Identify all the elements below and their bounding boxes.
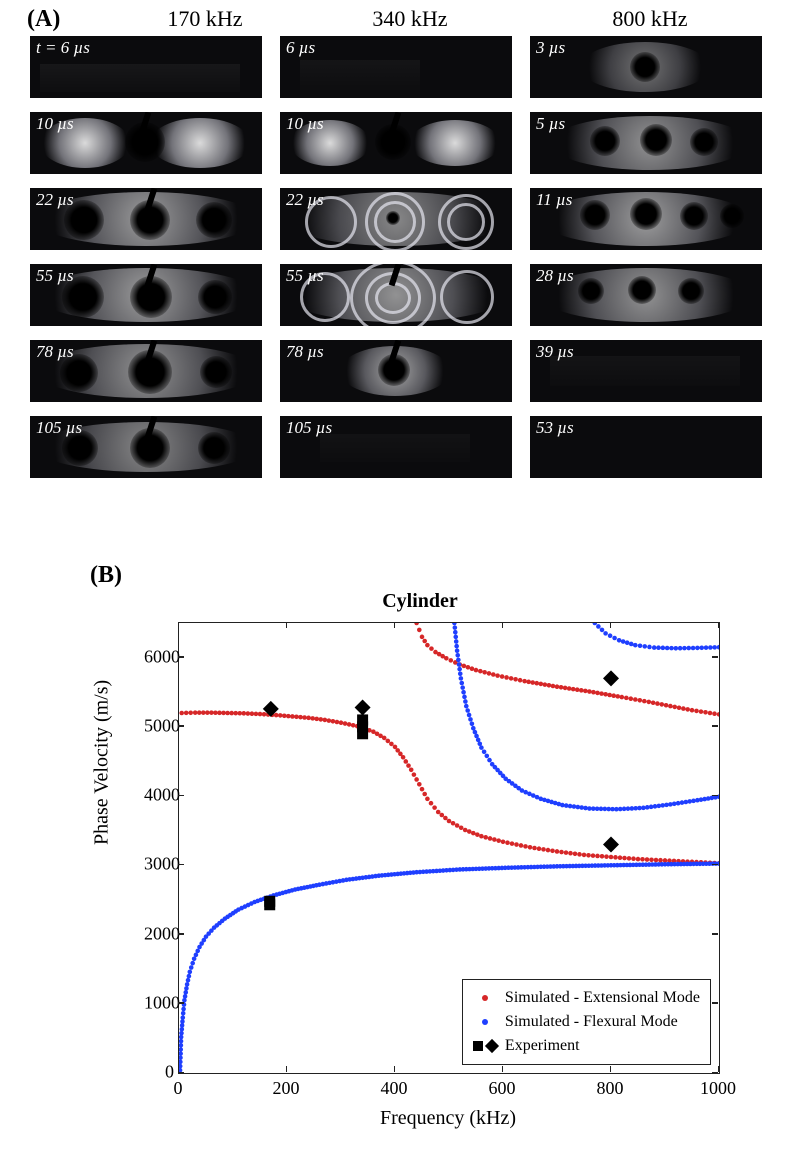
- img-label: 10 µs: [36, 114, 74, 134]
- col-header-1: 340 kHz: [300, 6, 520, 32]
- col-header-2: 800 kHz: [540, 6, 760, 32]
- x-tick-label: 1000: [700, 1078, 736, 1099]
- y-tick-label: 0: [144, 1062, 174, 1083]
- col-header-0: 170 kHz: [95, 6, 315, 32]
- grid-img-c0-r3: 55 µs: [30, 264, 262, 326]
- dispersion-chart: Cylinder Phase Velocity (m/s) Frequency …: [90, 590, 750, 1130]
- img-label: 55 µs: [286, 266, 324, 286]
- grid-img-c1-r3: 55 µs: [280, 264, 512, 326]
- grid-img-c2-r5: 53 µs: [530, 416, 762, 478]
- img-label: 22 µs: [36, 190, 74, 210]
- x-tick-label: 800: [597, 1078, 624, 1099]
- legend-label: Simulated - Flexural Mode: [505, 1010, 678, 1034]
- grid-img-c1-r4: 78 µs: [280, 340, 512, 402]
- marker-icon: [473, 1034, 497, 1058]
- grid-img-c0-r1: 10 µs: [30, 112, 262, 174]
- img-label: 105 µs: [286, 418, 332, 438]
- grid-img-c1-r5: 105 µs: [280, 416, 512, 478]
- img-label: 11 µs: [536, 190, 572, 210]
- img-label: 28 µs: [536, 266, 574, 286]
- plot-area: Simulated - Extensional Mode Simulated -…: [178, 622, 720, 1074]
- img-label: 105 µs: [36, 418, 82, 438]
- img-label: 53 µs: [536, 418, 574, 438]
- grid-img-c1-r0: 6 µs: [280, 36, 512, 98]
- y-tick-label: 6000: [144, 646, 174, 667]
- dot-icon: [473, 995, 497, 1001]
- panel-a-label: (A): [27, 6, 60, 33]
- legend-item-flexural: Simulated - Flexural Mode: [473, 1010, 700, 1034]
- dot-icon: [473, 1019, 497, 1025]
- x-tick-label: 0: [174, 1078, 183, 1099]
- x-tick-label: 200: [273, 1078, 300, 1099]
- y-tick-label: 3000: [144, 854, 174, 875]
- img-label: 22 µs: [286, 190, 324, 210]
- grid-img-c1-r1: 10 µs: [280, 112, 512, 174]
- img-label: 5 µs: [536, 114, 565, 134]
- grid-img-c0-r5: 105 µs: [30, 416, 262, 478]
- legend-item-experiment: Experiment: [473, 1034, 700, 1058]
- legend-item-extensional: Simulated - Extensional Mode: [473, 986, 700, 1010]
- x-tick-label: 600: [489, 1078, 516, 1099]
- img-label: 78 µs: [286, 342, 324, 362]
- y-tick-label: 5000: [144, 715, 174, 736]
- grid-img-c0-r2: 22 µs: [30, 188, 262, 250]
- img-label: 55 µs: [36, 266, 74, 286]
- grid-img-c0-r0: t = 6 µs: [30, 36, 262, 98]
- figure-page: (A) 170 kHz 340 kHz 800 kHz t = 6 µs 10 …: [0, 0, 793, 1160]
- chart-title: Cylinder: [90, 590, 750, 613]
- panel-b-label: (B): [90, 562, 122, 589]
- grid-img-c2-r0: 3 µs: [530, 36, 762, 98]
- legend-label: Simulated - Extensional Mode: [505, 986, 700, 1010]
- grid-img-c1-r2: 22 µs: [280, 188, 512, 250]
- grid-img-c2-r1: 5 µs: [530, 112, 762, 174]
- legend-label: Experiment: [505, 1034, 580, 1058]
- grid-img-c2-r2: 11 µs: [530, 188, 762, 250]
- chart-legend: Simulated - Extensional Mode Simulated -…: [462, 979, 711, 1065]
- img-label: 6 µs: [286, 38, 315, 58]
- img-label: 78 µs: [36, 342, 74, 362]
- y-tick-label: 1000: [144, 992, 174, 1013]
- y-tick-label: 2000: [144, 923, 174, 944]
- img-label: 3 µs: [536, 38, 565, 58]
- grid-img-c2-r4: 39 µs: [530, 340, 762, 402]
- img-label: 39 µs: [536, 342, 574, 362]
- img-label: 10 µs: [286, 114, 324, 134]
- y-axis-label: Phase Velocity (m/s): [91, 680, 114, 845]
- img-label: t = 6 µs: [36, 38, 90, 58]
- grid-img-c0-r4: 78 µs: [30, 340, 262, 402]
- y-tick-label: 4000: [144, 785, 174, 806]
- grid-img-c2-r3: 28 µs: [530, 264, 762, 326]
- x-tick-label: 400: [381, 1078, 408, 1099]
- x-axis-label: Frequency (kHz): [178, 1107, 718, 1130]
